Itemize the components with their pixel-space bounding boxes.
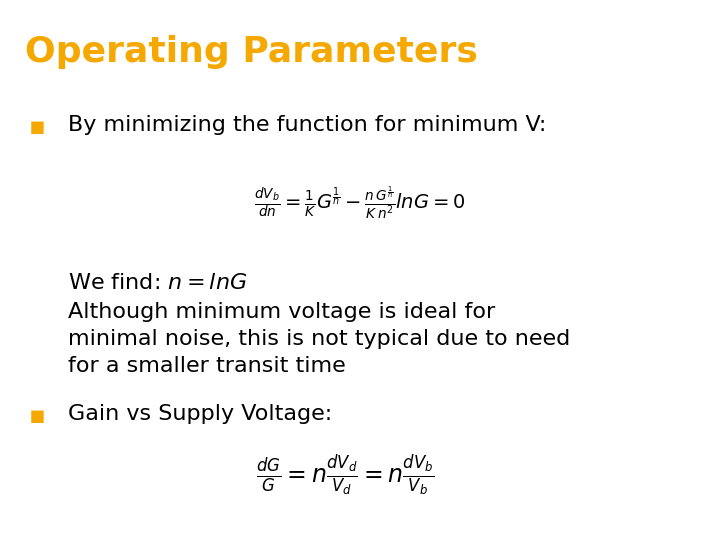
Text: Although minimum voltage is ideal for
minimal noise, this is not typical due to : Although minimum voltage is ideal for mi…	[68, 302, 571, 376]
Text: Operating Parameters: Operating Parameters	[25, 35, 478, 69]
Text: $\frac{dG}{G} = n\frac{dV_d}{V_d} = n\frac{dV_b}{V_b}$: $\frac{dG}{G} = n\frac{dV_d}{V_d} = n\fr…	[256, 453, 435, 498]
Text: We find: $n = \mathit{ln}G$: We find: $n = \mathit{ln}G$	[68, 273, 248, 293]
Text: Gain vs Supply Voltage:: Gain vs Supply Voltage:	[68, 404, 333, 424]
Text: ▪: ▪	[29, 114, 46, 139]
Text: By minimizing the function for minimum V:: By minimizing the function for minimum V…	[68, 114, 546, 134]
Text: ▪: ▪	[29, 404, 46, 428]
Text: $\frac{dV_b}{dn} = \frac{1}{K}G^{\frac{1}{n}} - \frac{n\,G^{\frac{1}{n}}}{K\,n^2: $\frac{dV_b}{dn} = \frac{1}{K}G^{\frac{1…	[254, 184, 466, 220]
